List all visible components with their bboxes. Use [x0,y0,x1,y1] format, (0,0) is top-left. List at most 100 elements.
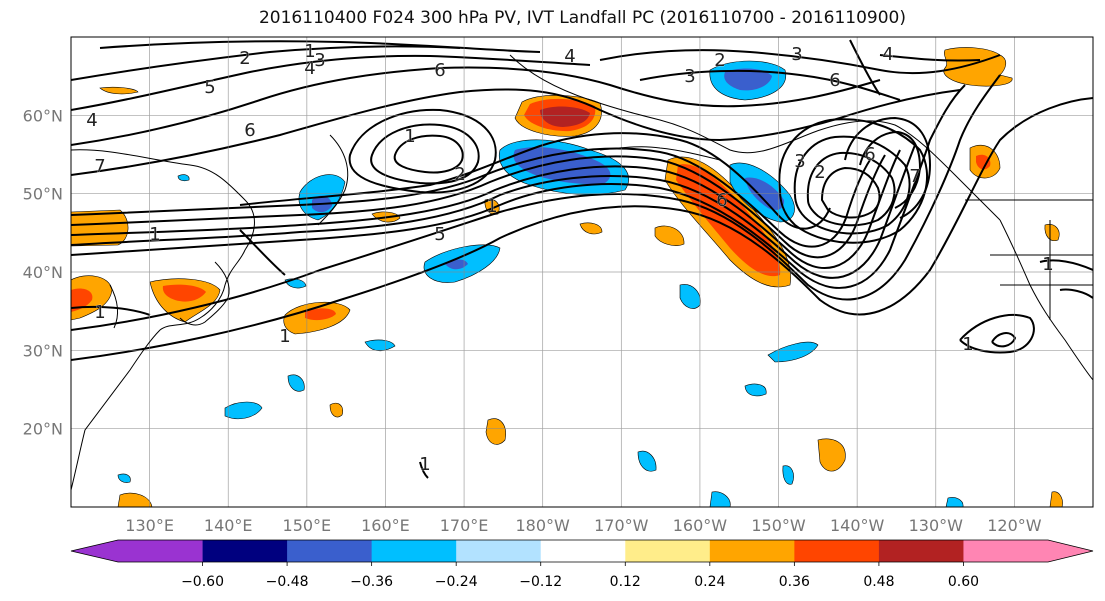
pv-contour-8 [239,132,831,230]
contour-label: 6 [244,120,255,141]
colorbar-tick-label: −0.60 [181,574,224,590]
lon-label: 130°E [125,516,174,535]
pv-contour-12 [71,45,461,81]
contour-label: 3 [314,50,325,71]
pos-patch-s2 [817,438,846,472]
colorbar-tick-label: −0.36 [350,574,393,590]
lat-label: 20°N [23,420,63,439]
neg-patch-n8 [782,465,794,485]
neg-patch-n9 [709,491,731,507]
contour-label: 2 [814,162,825,183]
contour-label: 1 [279,326,290,347]
longitude-labels: 130°E 140°E 150°E 160°E 170°E 180°W 170°W 160°W… [125,516,1041,535]
lat-label: 50°N [23,185,63,204]
pv-contour-low-3 [393,134,464,174]
pv-contour-7 [71,147,871,248]
contour-label: 4 [882,44,893,65]
colorbar-swatch [625,540,711,562]
colorbar-swatch [963,540,1093,562]
colorbar-swatch [794,540,880,562]
contour-label: 2 [454,164,465,185]
contour-label: 1 [1042,254,1053,275]
colorbar-swatch [540,540,626,562]
contour-label: 3 [684,66,695,87]
colorbar-swatch [202,540,288,562]
lon-label: 170°E [440,516,489,535]
pv-contour-ridge-1 [844,116,932,219]
pos-patch-bering-max [540,106,590,127]
pv-contour-6 [71,154,886,259]
pv-contour-e1 [959,314,1035,354]
pos-patch-s1 [485,418,506,445]
pos-patch-korea-core [71,288,93,312]
neg-patch-n12 [117,473,131,483]
colorbar-tick-label: 0.12 [610,574,641,590]
pos-patch-bc-core [976,154,991,170]
pos-patch-s11 [99,86,139,95]
colorbar-swatch [456,540,542,562]
coast-na-west [999,219,1093,381]
contour-label: 1 [404,126,415,147]
contour-label: 1 [486,196,497,217]
contour-label: 7 [909,166,920,187]
contour-label: 6 [864,144,875,165]
pv-contour-gulf-1 [778,118,929,244]
pv-contour-9 [71,88,961,176]
colorbar-tick-label: 0.48 [863,574,894,590]
contour-label: 6 [716,190,727,211]
pos-patch-s5 [654,225,685,246]
coast-korea [109,284,118,329]
pv-contour-w3 [419,461,429,479]
pv-contour-13 [99,40,541,53]
lon-label: 140°W [830,516,885,535]
coast-kamchatka [317,134,349,226]
contour-label: 2 [714,50,725,71]
neg-patch-n2 [767,341,819,363]
contour-label: 6 [829,70,840,91]
contour-label: 2 [239,48,250,69]
pv-contour-4 [71,144,916,279]
coastlines [71,54,1093,491]
colorbar-tick-label: 0.60 [948,574,979,590]
colorbar-swatch [709,540,795,562]
contour-label: 1 [962,334,973,355]
contour-label: 4 [86,110,97,131]
pv-contour-2 [71,74,1001,331]
pv-contour-gulf-3 [806,151,896,227]
lon-label: 120°W [987,516,1042,535]
lat-label: 60°N [23,106,63,125]
colorbar-tick-label: 0.36 [779,574,810,590]
pos-patch-s9 [579,222,603,235]
coast-japan [179,261,230,326]
pos-patch-japan-core [162,284,206,302]
pv-contour-gulf-4 [820,166,881,219]
contour-label: 4 [564,46,575,67]
contour-label: 1 [94,302,105,323]
lon-label: 130°W [909,516,964,535]
pv-contour-11 [71,54,591,111]
map-title: 2016110400 F024 300 hPa PV, IVT Landfall… [258,8,906,28]
contour-label: 6 [434,60,445,81]
pv-contour-10 [71,66,881,146]
pv-contour-w1 [71,305,151,316]
neg-patch-aleut-core [513,147,611,185]
colorbar-tick-label: −0.12 [519,574,562,590]
pv-contour-e5 [879,54,981,62]
colorbar-tick-label: −0.24 [435,574,478,590]
pv-contour-e6 [849,39,881,96]
lon-label: 150°W [751,516,806,535]
neg-patch-n3 [224,401,263,420]
pv-contour-ridge-2 [859,130,922,209]
pos-patch-s4 [117,492,153,507]
lat-label: 30°N [23,341,63,360]
coast-us-states [990,220,1093,320]
pv-contour-w2 [239,229,286,276]
contour-label: 7 [94,156,105,177]
lon-label: 170°W [594,516,649,535]
colorbar-swatch [71,540,203,562]
contour-label: 5 [204,77,215,98]
map-border [70,36,1094,508]
pv-contour-14 [599,49,1001,75]
pv-contour-e2 [991,332,1017,348]
lat-label: 40°N [23,263,63,282]
